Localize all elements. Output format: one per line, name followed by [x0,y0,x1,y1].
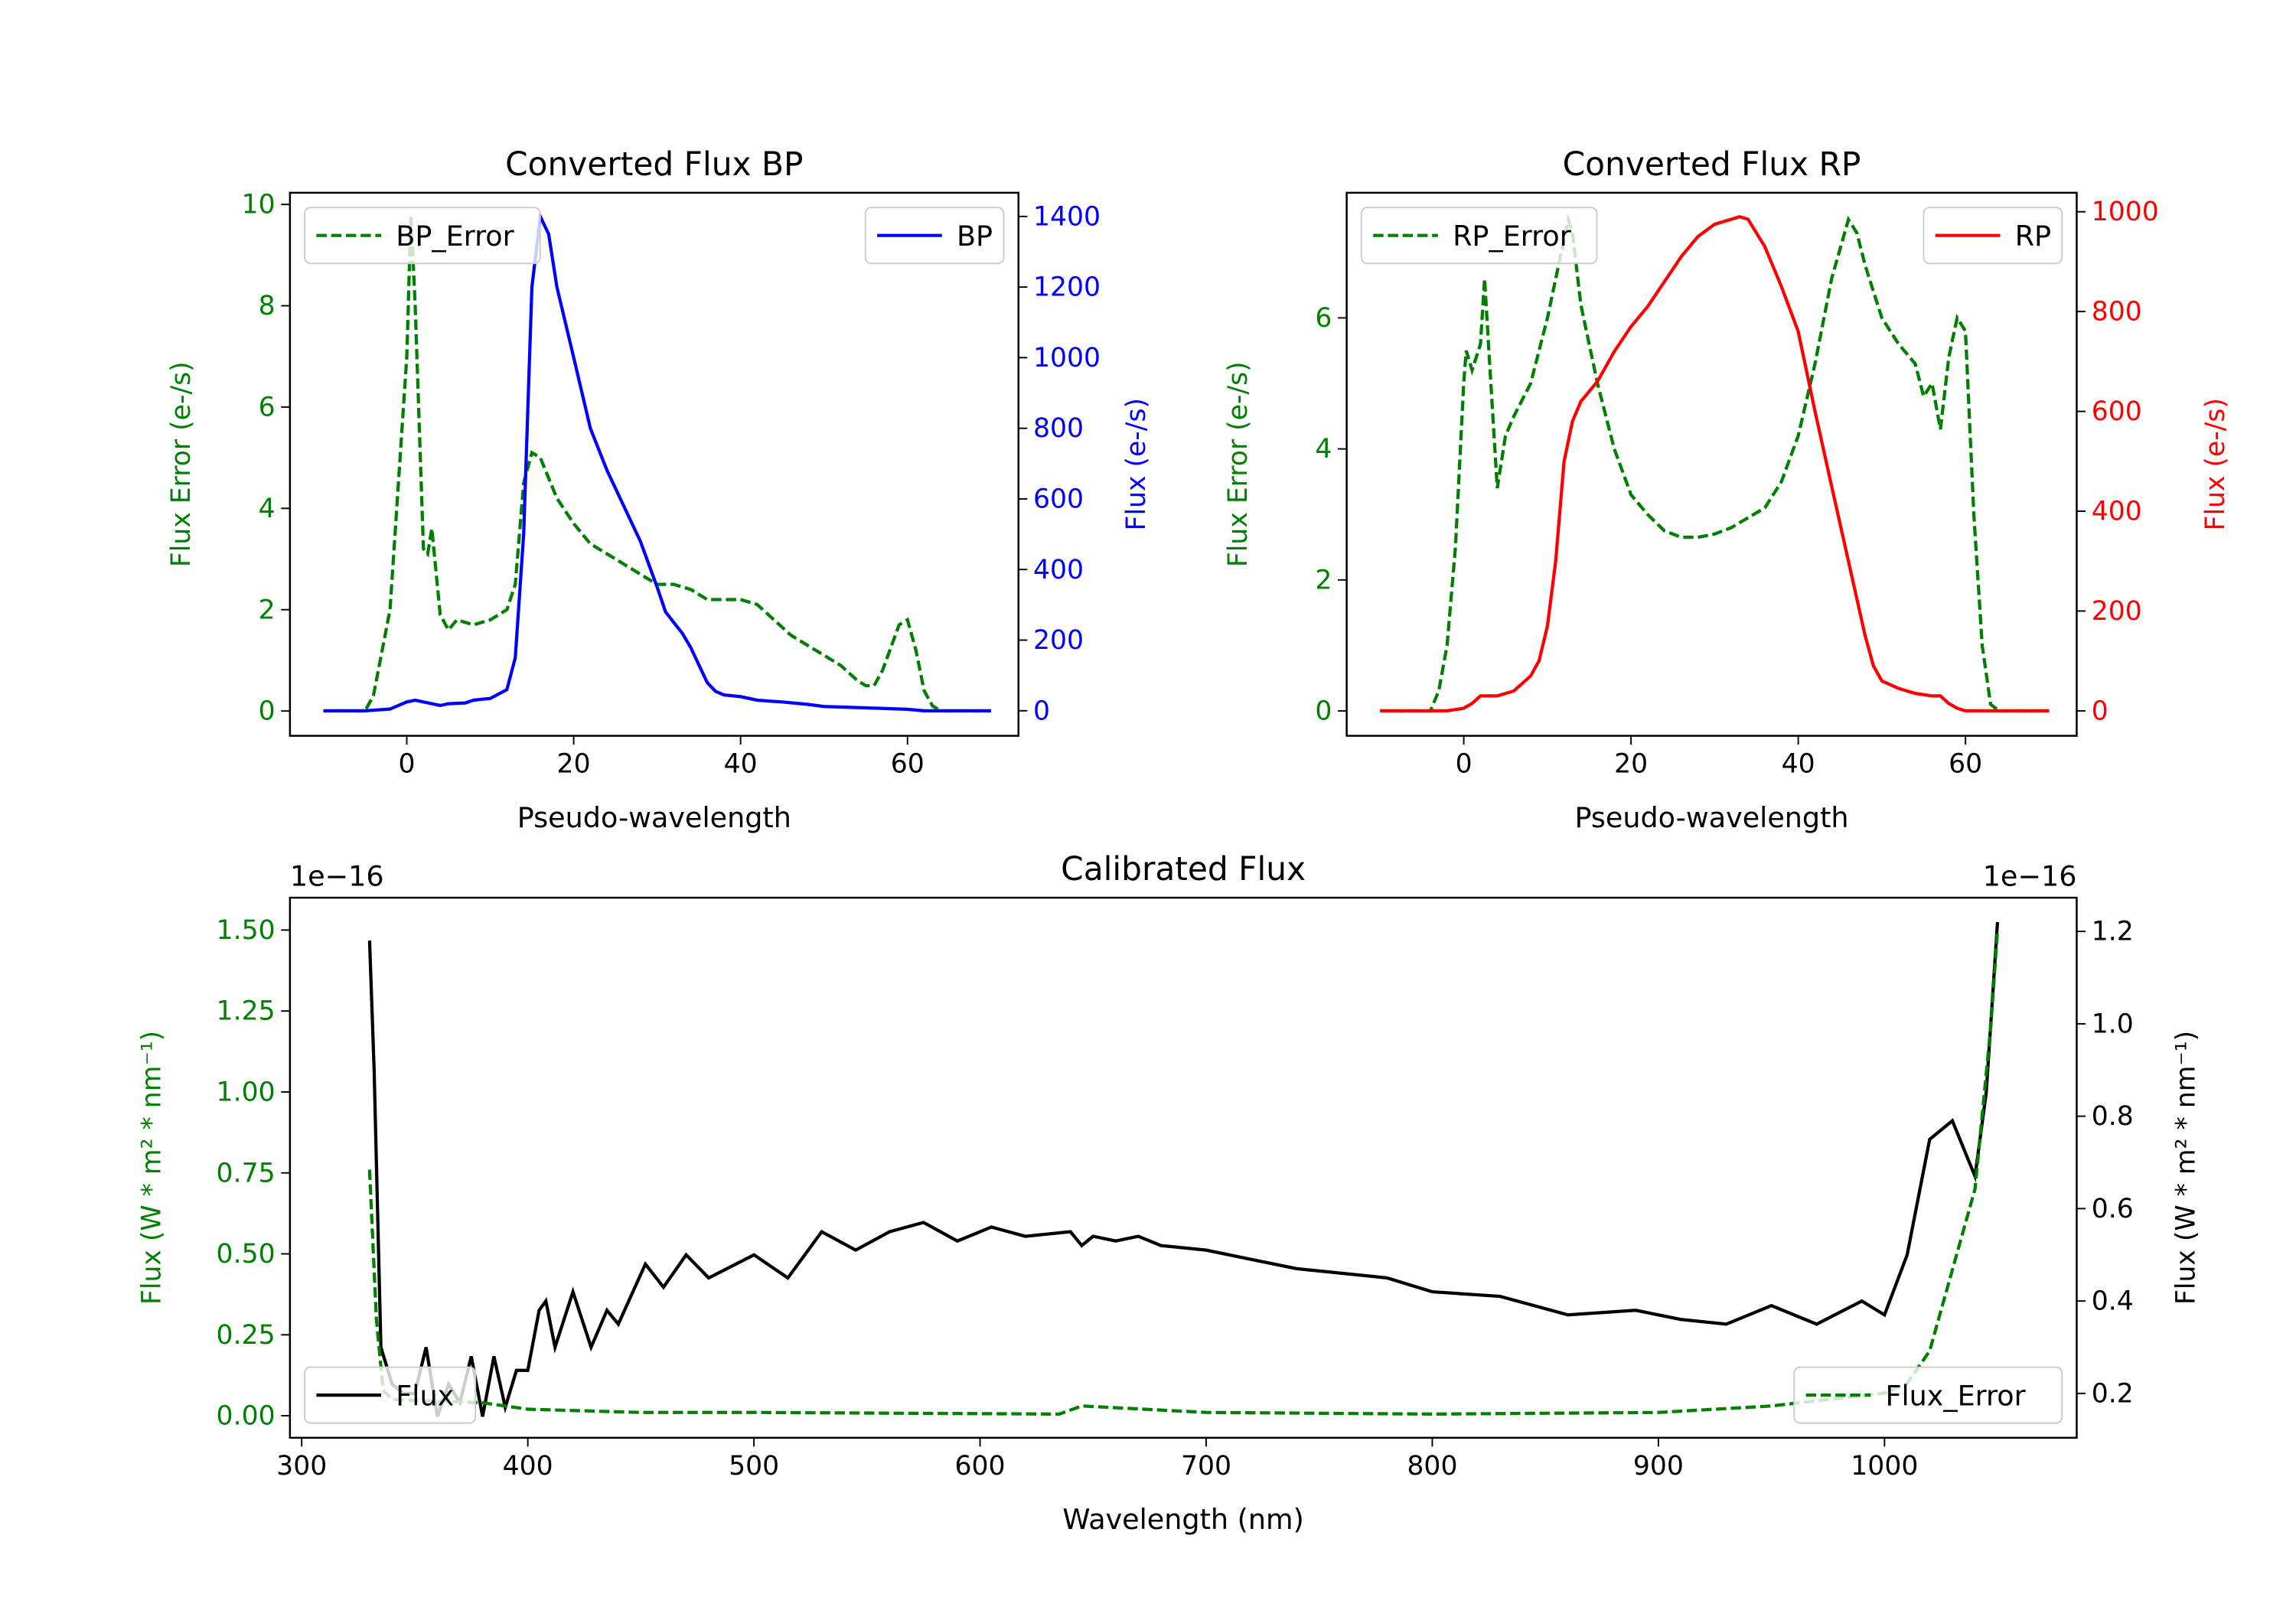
left-axis-tick-label: 1.25 [217,996,276,1027]
right-axis-tick-label: 600 [2092,396,2142,427]
legend-rp: RP [1923,207,2063,265]
left-axis-label: Flux Error (e-/s) [166,361,197,567]
right-axis-tick-label: 0.6 [2092,1194,2134,1224]
legend-label: RP [2015,220,2051,253]
x-tick-label: 60 [891,749,925,780]
left-axis-tick-label: 6 [1315,303,1332,334]
legend-label: BP_Error [396,220,514,253]
right-axis-tick-label: 200 [1033,625,1084,656]
plot-frame [289,191,1020,737]
x-tick-label: 600 [955,1451,1006,1482]
left-axis-tick-label: 10 [242,190,276,220]
right-axis-tick-label: 400 [2092,497,2142,527]
x-axis-label: Wavelength (nm) [1062,1503,1303,1536]
legend-rp-error: RP_Error [1360,207,1598,265]
x-tick-label: 700 [1181,1451,1231,1482]
right-axis-label: Flux (e-/s) [2200,398,2231,530]
chart-title: Calibrated Flux [1061,850,1306,888]
right-axis-tick-label: 0 [1033,696,1050,726]
plot-frame [289,896,2078,1439]
offset-text: 1e−16 [290,860,384,893]
chart-cal: Calibrated Flux 300 400 500 600 700 800 900 1000… [137,850,2202,1536]
chart-title: Converted Flux BP [505,145,803,183]
legend-label: RP_Error [1453,220,1572,253]
x-tick-label: 900 [1633,1451,1684,1482]
left-axis-tick-label: 1.00 [217,1077,276,1107]
left-axis-tick-label: 0.75 [217,1158,276,1188]
x-tick-label: 0 [1456,749,1473,780]
left-axis-tick-label: 4 [1315,434,1332,464]
left-axis-label: Flux Error (e-/s) [1223,361,1254,567]
series-line-rp-error [1380,213,2050,713]
x-tick-label: 800 [1407,1451,1457,1482]
x-tick-label: 1000 [1851,1451,1918,1482]
chart-rp: Converted Flux RP0 20 40 60Pseudo-wavelengt… [1223,145,2231,834]
x-axis-label: Pseudo-wavelength [517,801,791,834]
legend-box [304,1366,477,1424]
x-tick-label: 300 [276,1451,327,1482]
series-line-bp-error [323,214,991,713]
right-axis-tick-label: 800 [1033,413,1084,444]
right-axis-tick-label: 1.0 [2092,1009,2134,1039]
x-tick-label: 60 [1949,749,1982,780]
chart-title: Converted Flux RP [1563,145,1861,183]
left-axis-tick-label: 2 [1315,565,1332,595]
series-line-flux [367,921,2000,1417]
left-axis-tick-label: 0.00 [217,1401,276,1432]
x-tick-label: 500 [729,1451,779,1482]
x-tick-label: 0 [398,749,415,780]
series-line-flux-error [367,930,2000,1416]
right-axis-tick-label: 1200 [1033,272,1101,303]
left-axis-tick-label: 6 [259,392,276,422]
left-axis-label: Flux (W * m² * nm⁻¹) [137,1031,168,1305]
left-axis-tick-label: 0.25 [217,1320,276,1351]
right-axis-tick-label: 1400 [1033,201,1101,232]
plot-frame [1345,191,2078,737]
offset-text: 1e−16 [1983,860,2077,893]
left-axis-tick-label: 8 [259,291,276,321]
right-axis-tick-label: 1000 [1033,343,1101,373]
legend-box [1360,207,1598,265]
legend-box [304,207,541,265]
right-axis-tick-label: 400 [1033,555,1084,585]
right-axis-tick-label: 0.8 [2092,1101,2134,1132]
legend-label: BP [957,220,993,253]
x-axis-label: Pseudo-wavelength [1574,801,1848,834]
x-tick-label: 20 [1614,749,1648,780]
left-axis-tick-label: 0 [1315,696,1332,727]
legend-flux-error: Flux_Error [1793,1366,2063,1424]
right-axis-tick-label: 1.2 [2092,917,2134,947]
right-axis-tick-label: 800 [2092,297,2142,328]
right-axis-tick-label: 0 [2092,696,2108,726]
left-axis-tick-label: 0 [259,696,276,727]
x-tick-label: 400 [503,1451,553,1482]
legend-label: Flux_Error [1885,1380,2026,1413]
chart-bp: Converted Flux BP0 20 40 60Pseudo-wavelengt… [166,145,1152,834]
series-line-rp [1380,215,2050,712]
left-axis-tick-label: 1.50 [217,915,276,946]
series-line-bp [323,210,991,712]
x-tick-label: 20 [557,749,591,780]
legend-bp: BP [864,207,1005,265]
left-axis-tick-label: 0.50 [217,1239,276,1270]
right-axis-label: Flux (W * m² * nm⁻¹) [2170,1031,2201,1305]
legend-bp-error: BP_Error [304,207,541,265]
right-axis-tick-label: 1000 [2092,197,2159,227]
x-tick-label: 40 [1782,749,1815,780]
legend-label: Flux [396,1380,454,1413]
right-axis-tick-label: 600 [1033,484,1084,514]
left-axis-tick-label: 4 [259,494,276,524]
right-axis-tick-label: 0.2 [2092,1378,2134,1409]
right-axis-label: Flux (e-/s) [1121,398,1152,530]
right-axis-tick-label: 0.4 [2092,1286,2134,1317]
legend-flux: Flux [304,1366,477,1424]
right-axis-tick-label: 200 [2092,596,2142,627]
legend-box [1793,1366,2063,1424]
left-axis-tick-label: 2 [259,595,276,625]
x-tick-label: 40 [724,749,758,780]
